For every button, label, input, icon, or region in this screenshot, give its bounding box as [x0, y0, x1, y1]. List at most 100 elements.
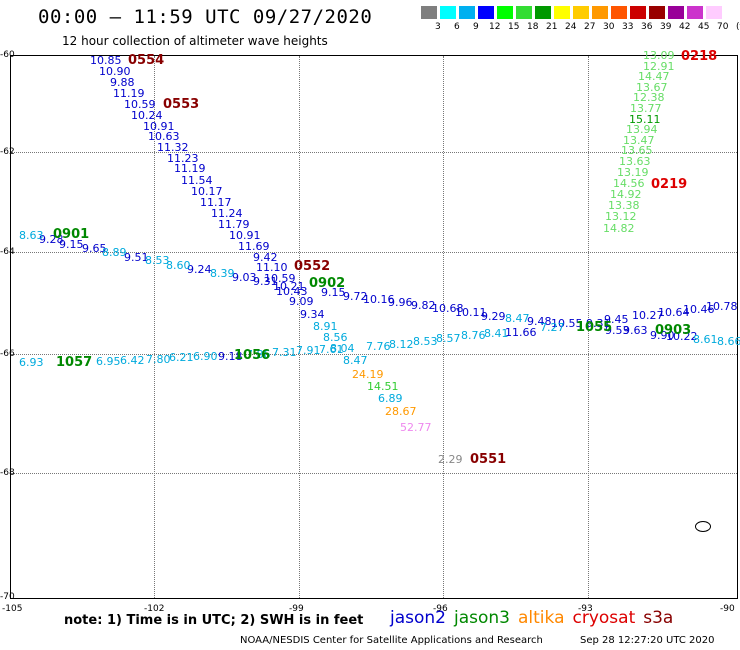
wave-height-value: 8.89	[102, 246, 127, 259]
wave-height-value: 10.17	[191, 185, 223, 198]
wave-height-value: 2.29	[438, 453, 463, 466]
color-scale-label: 24	[565, 22, 577, 32]
pass-time-label: 0219	[651, 177, 688, 192]
wave-height-value: 8.61	[693, 333, 718, 346]
color-scale-label: 3	[435, 22, 441, 32]
wave-height-value: 8.57	[436, 332, 461, 345]
wave-height-value: 9.63	[623, 324, 648, 337]
wave-height-value: 9.88	[110, 76, 135, 89]
wave-height-value: 7.76	[366, 340, 391, 353]
wave-height-value: 9.31	[253, 275, 278, 288]
wave-height-value: 11.66	[505, 326, 537, 339]
map-title: 00:00 – 11:59 UTC 09/27/2020	[38, 6, 373, 28]
map-plot-area	[10, 55, 738, 599]
wave-height-value: 8.53	[413, 335, 438, 348]
wave-height-value: 10.16	[363, 293, 395, 306]
wave-height-value: 6.93	[19, 356, 44, 369]
wave-height-value: 7.27	[540, 321, 565, 334]
longitude-label: -105	[2, 604, 23, 614]
wave-height-value: 8.39	[210, 267, 235, 280]
wave-height-value: 9.28	[39, 233, 64, 246]
color-scale-swatch	[516, 6, 532, 19]
wave-height-value: 8.47	[343, 354, 368, 367]
wave-height-value: 10.90	[99, 65, 131, 78]
wave-height-value: 8.66	[717, 335, 740, 348]
wave-height-value: 52.77	[400, 421, 432, 434]
wave-height-value: 11.10	[256, 261, 288, 274]
latitude-gridline	[11, 473, 737, 474]
color-scale-swatch	[459, 6, 475, 19]
longitude-label: -99	[289, 604, 304, 614]
wave-height-value: 9.24	[187, 263, 212, 276]
wave-height-value: 7.61	[319, 343, 344, 356]
color-scale-swatch	[592, 6, 608, 19]
wave-height-value: 9.03	[232, 271, 257, 284]
wave-height-value: 10.91	[143, 120, 175, 133]
wave-height-value: 9.15	[59, 238, 84, 251]
credit-text: NOAA/NESDIS Center for Satellite Applica…	[240, 635, 543, 646]
wave-height-value: 13.63	[619, 155, 651, 168]
longitude-gridline	[299, 56, 300, 598]
wave-height-value: 8.76	[461, 329, 486, 342]
latitude-gridline	[11, 252, 737, 253]
wave-height-value: 8.91	[313, 320, 338, 333]
wave-height-value: 8.12	[389, 338, 414, 351]
wave-height-value: 8.04	[330, 342, 355, 355]
color-scale-label: 39	[660, 22, 672, 32]
color-scale-label: 18	[527, 22, 539, 32]
color-scale-swatch	[421, 6, 437, 19]
wave-height-value: 10.63	[148, 130, 180, 143]
pass-time-label: 0218	[681, 49, 718, 64]
color-scale-label: 9	[473, 22, 479, 32]
wave-height-value: 9.29	[481, 310, 506, 323]
color-scale-swatch	[706, 6, 722, 19]
wave-height-value: 11.17	[200, 196, 232, 209]
wave-height-value: 13.09	[643, 49, 675, 62]
wave-height-value: 10.59	[264, 272, 296, 285]
color-scale-label: 36	[641, 22, 653, 32]
wave-height-value: 8.41	[484, 327, 509, 340]
wave-height-value: 12.38	[633, 91, 665, 104]
wave-height-value: 10.78	[706, 300, 738, 313]
wave-height-value: 12.91	[643, 60, 675, 73]
wave-height-value: 9.42	[253, 251, 278, 264]
color-scale-label: (ft)	[736, 22, 740, 32]
wave-height-value: 13.77	[630, 102, 662, 115]
wave-height-value: 6.21	[169, 351, 194, 364]
color-scale-swatch	[554, 6, 570, 19]
wave-height-value: 10.85	[90, 54, 122, 67]
latitude-gridline	[11, 152, 737, 153]
longitude-gridline	[443, 56, 444, 598]
wave-height-value: 9.48	[527, 315, 552, 328]
color-scale-label: 70	[717, 22, 729, 32]
wave-height-value: 10.91	[229, 229, 261, 242]
wave-height-value: 11.69	[238, 240, 270, 253]
wave-height-value: 9.96	[388, 296, 413, 309]
longitude-gridline	[588, 56, 589, 598]
wave-height-value: 7.86	[246, 348, 271, 361]
pass-time-label: 0554	[128, 53, 165, 68]
wave-height-value: 10.64	[658, 306, 690, 319]
color-scale-swatch	[611, 6, 627, 19]
wave-height-value: 8.47	[505, 312, 530, 325]
color-scale-swatch	[535, 6, 551, 19]
longitude-label: -93	[578, 604, 593, 614]
wave-height-value: 13.65	[621, 144, 653, 157]
wave-height-value: 13.19	[617, 166, 649, 179]
legend-entry-jason3: jason3	[454, 608, 510, 628]
color-scale-swatch	[478, 6, 494, 19]
legend-entry-altika: altika	[518, 608, 565, 628]
color-scale-swatch	[687, 6, 703, 19]
wave-height-value: 9.15	[321, 286, 346, 299]
wave-height-value: 14.56	[613, 177, 645, 190]
pass-time-label: 0902	[309, 276, 346, 291]
pass-time-label: 0552	[294, 259, 331, 274]
color-scale-swatch	[497, 6, 513, 19]
wave-height-value: 8.60	[166, 259, 191, 272]
color-scale-swatch	[630, 6, 646, 19]
longitude-label: -90	[720, 604, 735, 614]
wave-height-value: 9.51	[124, 251, 149, 264]
color-scale-swatch	[649, 6, 665, 19]
latitude-label: -60	[0, 50, 15, 60]
longitude-gridline	[154, 56, 155, 598]
